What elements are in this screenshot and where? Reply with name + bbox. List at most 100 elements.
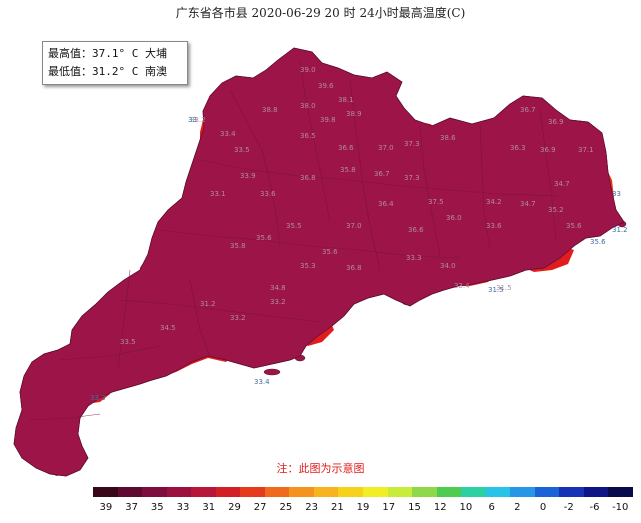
- station-value-label: 33.6: [486, 222, 502, 230]
- coastal-value-label: 35.6: [590, 238, 606, 246]
- legend-tick-label: 15: [408, 502, 421, 513]
- legend-tick-label: -6: [589, 502, 600, 513]
- station-value-label: 37.3: [404, 174, 420, 182]
- legend-tick-label: -10: [612, 502, 629, 513]
- legend-swatch: [338, 487, 364, 497]
- legend-swatch: [559, 487, 584, 497]
- legend-tick-label: 33: [176, 502, 190, 513]
- coastal-value-label: 33.3: [90, 394, 106, 402]
- legend-tick-label: -2: [563, 502, 574, 513]
- station-value-label: 34.5: [160, 324, 176, 332]
- station-value-label: 38.0: [300, 102, 316, 110]
- legend-tick-label: 17: [382, 502, 396, 513]
- station-value-label: 39.8: [320, 116, 336, 124]
- station-value-label: 36.6: [338, 144, 354, 152]
- legend-tick-label: 12: [433, 502, 447, 513]
- station-value-label: 36.4: [378, 200, 394, 208]
- legend-tick-label: 29: [228, 502, 241, 513]
- min-value-line: 最低值：31.2° C 南澳: [48, 65, 167, 78]
- legend-swatch: [215, 487, 241, 497]
- station-value-label: 38.9: [346, 110, 362, 118]
- station-value-label: 33.5: [234, 146, 250, 154]
- county-borders: [29, 59, 561, 421]
- legend-swatch: [264, 487, 290, 497]
- station-value-label: 36.7: [520, 106, 536, 114]
- station-value-label: 31.5: [496, 284, 512, 292]
- station-value-label: 33.5: [120, 338, 136, 346]
- station-value-label: 33.4: [454, 282, 470, 290]
- station-value-label: 37.1: [578, 146, 594, 154]
- extremes-box: 最高值：37.1° C 大埔 最低值：31.2° C 南澳: [42, 41, 188, 85]
- legend-swatch: [363, 487, 388, 497]
- station-labels: 39.039.6 38.1 38.9 38.0 39.8 38.8 37.1 36.9 36.3…: [120, 66, 594, 346]
- legend-swatch: [289, 487, 314, 497]
- legend-tick-label: 23: [305, 502, 318, 513]
- legend-swatch: [166, 487, 192, 497]
- legend-tick-label: 25: [279, 502, 293, 513]
- max-value-line: 最高值：37.1° C 大埔: [48, 47, 167, 60]
- coastal-value-label: 31.5: [488, 286, 504, 294]
- station-value-label: 35.6: [566, 222, 582, 230]
- legend-tick-label: 0: [539, 502, 547, 513]
- legend-swatch: [142, 487, 167, 497]
- legend-swatch: [583, 487, 609, 497]
- station-value-label: 36.6: [408, 226, 424, 234]
- legend-tick-label: 10: [459, 502, 473, 513]
- legend-swatch: [240, 487, 265, 497]
- station-value-label: 37.0: [346, 222, 362, 230]
- station-value-label: 36.8: [346, 264, 362, 272]
- legend-tick-label: 39: [99, 502, 113, 513]
- legend-swatch: [313, 487, 339, 497]
- station-value-label: 33.9: [240, 172, 256, 180]
- station-value-label: 33.1: [210, 190, 226, 198]
- station-value-label: 35.2: [548, 206, 564, 214]
- station-value-label: 34.7: [554, 180, 570, 188]
- color-legend-labels: 39 37 35 33 31 29 27 25 23 21 19 17 15 12 10 6 2 0 -2 -6 -10: [93, 502, 633, 516]
- legend-swatch: [387, 487, 413, 497]
- station-value-label: 36.7: [374, 170, 390, 178]
- legend-swatch: [461, 487, 486, 497]
- legend-swatch: [117, 487, 143, 497]
- station-value-label: 33.3: [406, 254, 422, 262]
- station-value-label: 36.3: [510, 144, 526, 152]
- map-title: 广东省各市县 2020-06-29 20 时 24小时最高温度(C): [175, 6, 466, 20]
- legend-tick-label: 6: [488, 502, 495, 513]
- legend-swatch: [608, 487, 634, 497]
- station-value-label: 33.2: [230, 314, 246, 322]
- station-value-label: 33.2: [190, 116, 206, 124]
- station-value-label: 37.3: [404, 140, 420, 148]
- legend-swatch: [510, 487, 535, 497]
- color-legend-bar: [93, 487, 634, 497]
- legend-tick-label: 2: [514, 502, 521, 513]
- station-value-label: 34.2: [486, 198, 502, 206]
- station-value-label: 38.1: [338, 96, 354, 104]
- station-value-label: 39.0: [300, 66, 316, 74]
- station-value-label: 38.6: [440, 134, 456, 142]
- station-value-label: 36.9: [540, 146, 556, 154]
- legend-swatch: [93, 487, 118, 497]
- station-value-label: 38.8: [262, 106, 278, 114]
- legend-tick-label: 19: [356, 502, 370, 513]
- station-value-label: 36.8: [300, 174, 316, 182]
- station-value-label: 33.4: [220, 130, 236, 138]
- station-value-label: 35.8: [340, 166, 356, 174]
- station-value-label: 33.6: [260, 190, 276, 198]
- coastal-value-label: 33: [612, 190, 621, 198]
- disclaimer-note: 注：此图为示意图: [276, 462, 365, 475]
- station-value-label: 31.2: [200, 300, 216, 308]
- station-value-label: 35.6: [322, 248, 338, 256]
- coastal-labels: 33 31.5 35.6 31.2 33.4 33.3 33: [90, 116, 628, 402]
- legend-tick-label: 35: [150, 502, 164, 513]
- coastal-value-label: 31.2: [612, 226, 628, 234]
- station-value-label: 36.5: [300, 132, 316, 140]
- station-value-label: 35.6: [256, 234, 272, 242]
- legend-tick-label: 27: [253, 502, 267, 513]
- legend-swatch: [436, 487, 462, 497]
- station-value-label: 35.8: [230, 242, 246, 250]
- station-value-label: 34.8: [270, 284, 286, 292]
- coastal-value-label: 33: [188, 116, 197, 124]
- legend-tick-label: 31: [202, 502, 216, 513]
- legend-tick-label: 37: [125, 502, 138, 513]
- station-value-label: 35.5: [286, 222, 302, 230]
- station-value-label: 37.5: [428, 198, 444, 206]
